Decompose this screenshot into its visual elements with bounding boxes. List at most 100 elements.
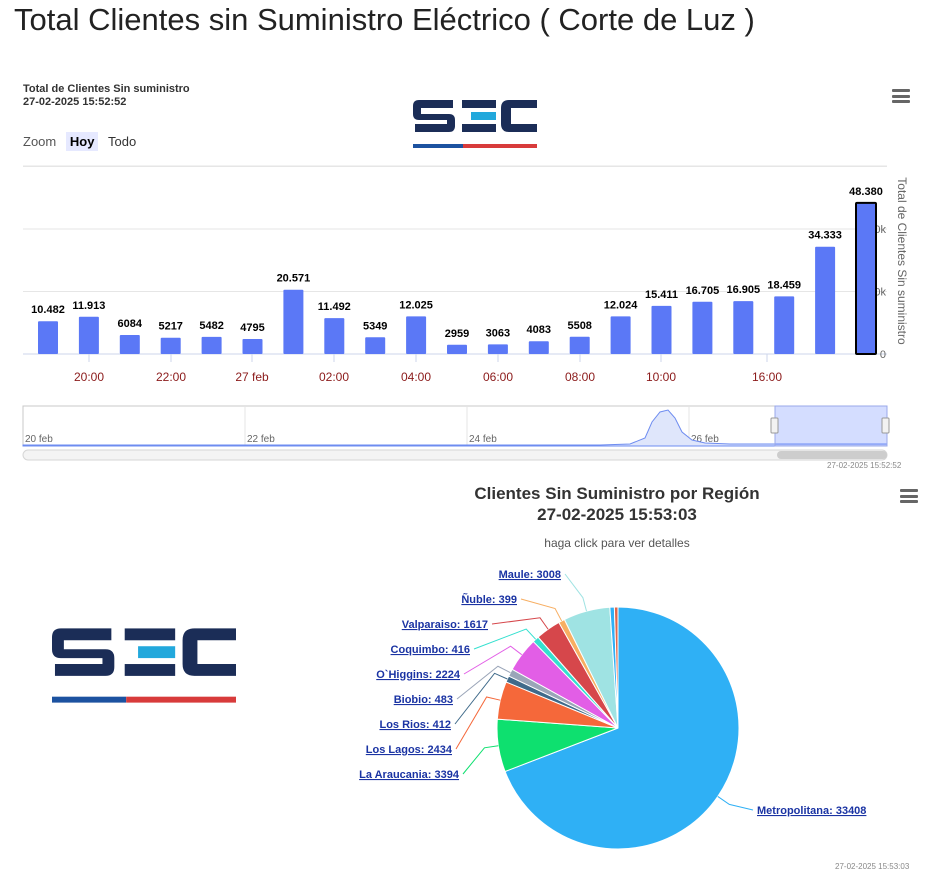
navigator-frame [22,405,888,447]
bar[interactable] [855,201,877,355]
range-navigator[interactable]: 20 feb 22 feb 24 feb 26 feb [0,404,938,464]
navigator-scrollbar-track[interactable] [22,449,888,461]
sec-logo [413,100,537,148]
bar-chart-title: Total de Clientes Sin suministro 27-02-2… [23,83,190,109]
navigator-label: 26 feb [691,434,719,445]
pie-slice-label[interactable]: O`Higgins: 2224 [376,669,461,681]
bar-data-label: 16.905 [726,284,760,296]
bar[interactable] [201,336,222,354]
pie-chart-timestamp: 27-02-2025 15:53:03 [835,862,910,871]
bar-data-label: 11.492 [318,301,351,313]
bar-data-label: 2959 [445,328,469,340]
bar-data-label: 5349 [363,320,387,332]
bar-data-label: 10.482 [31,304,65,316]
pie-connector [520,598,563,622]
pie-connector [454,672,508,725]
zoom-button-hoy[interactable]: Hoy [65,132,99,151]
bar[interactable] [815,246,836,354]
pie-connector [463,645,523,675]
bar-data-label: 34.333 [808,230,842,242]
x-tick-label: 16:00 [752,370,782,384]
x-tick-label: 04:00 [401,370,431,384]
bar-data-label: 3063 [486,327,510,339]
bar-data-label: 18.459 [767,279,801,291]
page-title: Total Clientes sin Suministro Eléctrico … [14,2,755,37]
x-tick-label: 22:00 [156,370,186,384]
bar-data-label: 5508 [567,320,591,332]
bar-data-label: 5217 [158,321,182,333]
bar[interactable] [692,301,713,354]
navigator-scrollbar-thumb[interactable] [777,451,887,459]
pie-chart-plot: Metropolitana: 33408 La Araucania: 3394 Lo… [359,569,866,850]
bar[interactable] [242,339,263,354]
pie-connector [491,617,549,630]
bar[interactable] [487,344,508,354]
bar[interactable] [365,337,386,354]
bar[interactable] [38,321,58,354]
bar[interactable] [774,296,795,354]
bar-data-label: 12.024 [604,299,639,311]
navigator-selection[interactable] [774,405,888,447]
pie-connector [456,665,511,700]
bar[interactable] [651,305,672,354]
sec-logo-large [52,628,236,703]
zoom-controls: Zoom Hoy Todo [23,132,142,151]
pie-slice-label[interactable]: Maule: 3008 [499,569,561,581]
zoom-label: Zoom [23,134,57,149]
x-tick-label: 06:00 [483,370,513,384]
y-tick-label: 0 [880,349,886,361]
x-tick-label: 10:00 [646,370,676,384]
bar-chart-timestamp: 27-02-2025 15:52:52 [827,461,902,470]
bar-data-label: 6084 [118,318,143,330]
pie-slice-label[interactable]: Los Lagos: 2434 [366,744,453,756]
pie-chart-title-line2: 27-02-2025 15:53:03 [537,505,697,524]
bar-data-label: 11.913 [72,300,105,312]
bar[interactable] [733,301,754,354]
bar[interactable] [569,336,590,354]
pie-chart-menu-icon[interactable] [900,489,918,503]
pie-slice-label[interactable]: Los Rios: 412 [379,719,451,731]
pie-slice-label[interactable]: Biobio: 483 [394,694,453,706]
pie-chart-panel: Clientes Sin Suministro por Región 27-02… [0,478,938,893]
pie-slice-label[interactable]: Coquimbo: 416 [391,644,470,656]
pie-connector [717,796,754,811]
pie-chart-title: Clientes Sin Suministro por Región 27-02… [420,483,814,525]
bar-chart-menu-icon[interactable] [892,89,910,103]
bar[interactable] [406,316,427,354]
bar[interactable] [610,316,631,354]
pie-slice-label[interactable]: Ñuble: 399 [461,593,517,606]
pie-connector [462,745,499,775]
x-tick-label: 02:00 [319,370,349,384]
pie-connector [455,696,501,750]
navigator-label: 20 feb [25,434,53,445]
pie-slice-label[interactable]: Valparaiso: 1617 [402,619,488,631]
bar-chart-title-line2: 27-02-2025 15:52:52 [23,96,127,108]
bar-data-label: 4083 [527,324,551,336]
y-axis-title: Total de Clientes Sin suministro [895,177,909,345]
navigator-handle-right[interactable] [881,417,890,434]
bar[interactable] [324,318,345,354]
pie-slice-label[interactable]: Metropolitana: 33408 [757,805,866,817]
bar[interactable] [283,289,304,354]
bar[interactable] [119,334,140,354]
navigator-label: 24 feb [469,434,497,445]
pie-slice-label[interactable]: La Araucania: 3394 [359,769,460,781]
x-tick-label: 27 feb [235,370,269,384]
bar[interactable] [447,344,467,354]
bar[interactable] [160,337,181,354]
bar-data-label: 48.380 [849,186,883,198]
pie-chart-subtitle: haga click para ver detalles [544,536,690,550]
pie-connector [473,628,537,650]
x-tick-label: 08:00 [565,370,595,384]
bar-data-label: 16.705 [686,285,720,297]
zoom-button-todo[interactable]: Todo [108,134,137,149]
bar[interactable] [78,316,99,354]
pie-slice[interactable] [613,606,619,729]
bar-chart-panel: Total de Clientes Sin suministro 27-02-2… [0,50,938,475]
pie-connector [564,573,588,612]
navigator-label: 22 feb [247,434,275,445]
navigator-handle-left[interactable] [770,417,779,434]
bar[interactable] [528,341,549,354]
bar-data-label: 4795 [240,322,264,334]
